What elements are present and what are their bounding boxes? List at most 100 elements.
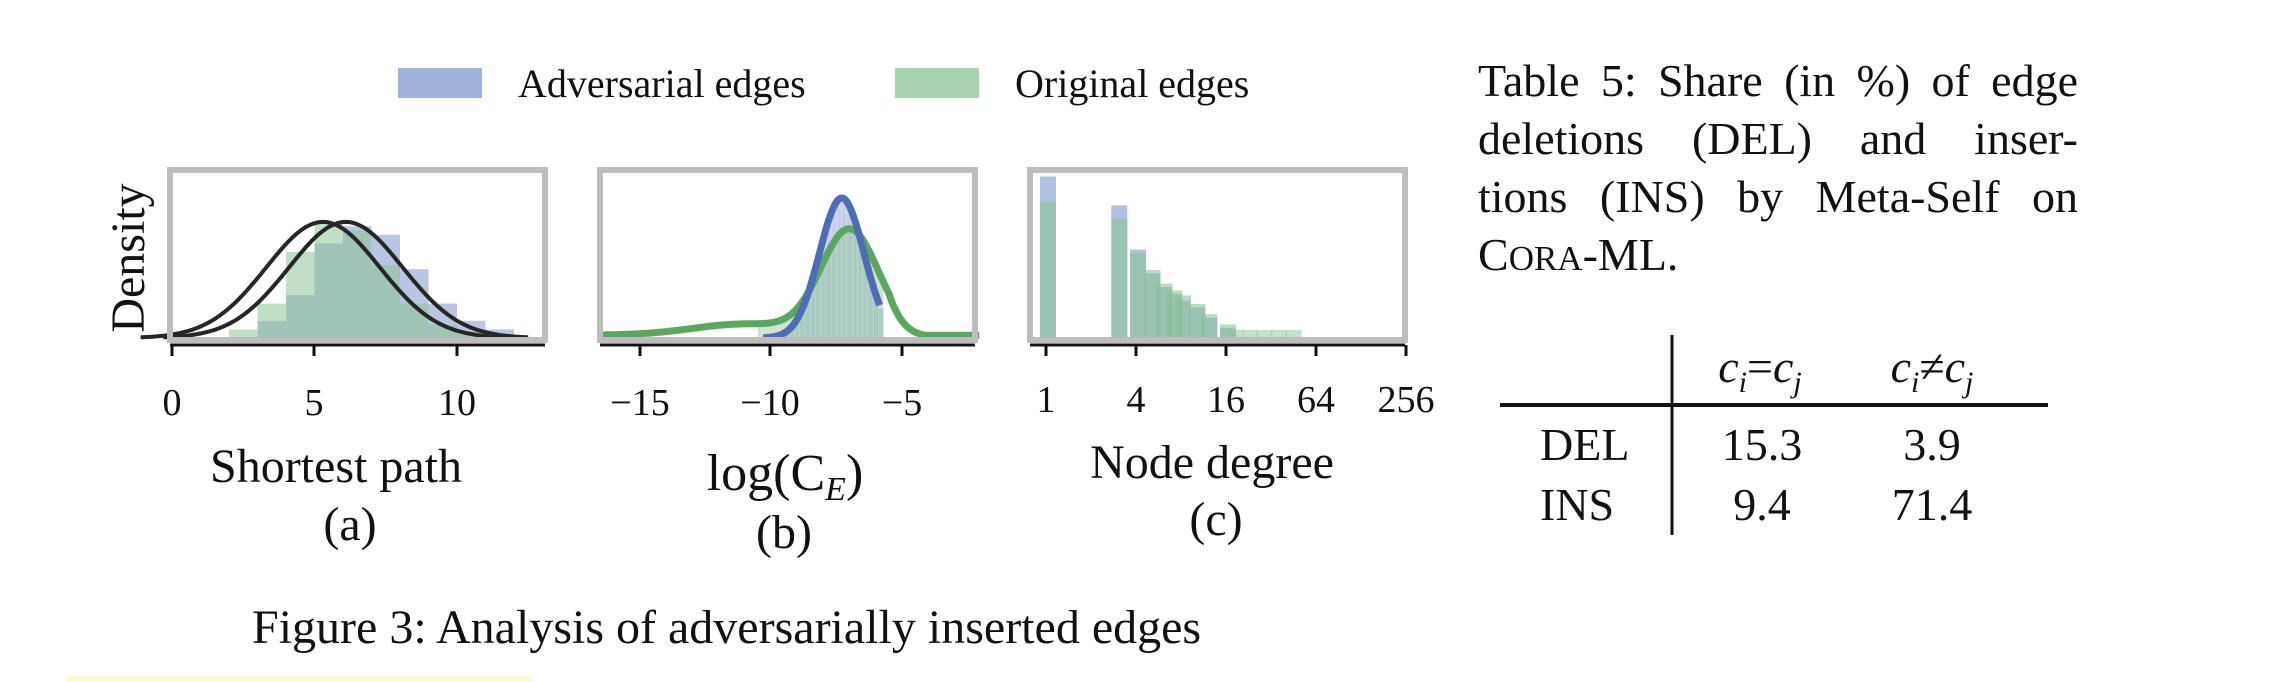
panel-b-bar <box>846 228 852 338</box>
panel-b-bar <box>763 323 769 338</box>
panel-c-tick-64: 64 <box>1297 379 1335 421</box>
panel-a-bars <box>229 221 514 338</box>
panel-c-sublabel: (c) <box>1189 493 1242 546</box>
panel-c-bar <box>1175 295 1191 338</box>
panel-b-bar <box>836 198 842 338</box>
panel-a-fit-original <box>140 219 506 340</box>
panel-a-sublabel: (a) <box>323 498 376 551</box>
panel-b-bar <box>846 206 852 338</box>
table-cell-del-neq: 3.9 <box>1903 419 1961 470</box>
panel-b-bar <box>778 320 784 338</box>
panel-b-bar <box>799 301 805 338</box>
panel-b: −15 −10 −5 log(CE) (b) <box>597 167 980 559</box>
panel-b-bar <box>789 326 795 338</box>
panel-c-bar <box>1201 314 1218 338</box>
panel-b-bar <box>757 323 763 338</box>
table-col-header-neq: ci≠cj <box>1891 341 1974 399</box>
panel-b-bar <box>852 220 858 338</box>
panel-b-kde-original <box>600 225 980 339</box>
panel-c-frame <box>1027 167 1408 343</box>
panel-c-bar <box>1040 202 1056 338</box>
panel-a-ticks <box>170 343 545 356</box>
panel-b-bar <box>867 277 873 338</box>
table-caption: Table 5: Share (in %) of edge deletions … <box>1478 52 2078 288</box>
panel-c: 1 4 16 64 256 Node degree (c) <box>1027 167 1435 546</box>
panel-b-bar <box>815 258 821 338</box>
panel-c-tick-256: 256 <box>1378 379 1435 421</box>
panel-c-bar <box>1111 219 1128 338</box>
table-cell-ins-neq: 71.4 <box>1892 479 1973 530</box>
panel-c-bar <box>1285 330 1302 338</box>
panel-a-bar <box>229 329 258 338</box>
panel-a-bar <box>314 221 343 338</box>
legend-swatch-original <box>895 68 979 98</box>
figure-3: Density 0 5 10 Shortest path (a) −15 −10… <box>102 167 1435 559</box>
panel-a-bar <box>257 303 286 338</box>
legend-label-adversarial: Adversarial edges <box>518 61 806 106</box>
panel-b-bar <box>810 277 816 338</box>
panel-c-tick-16: 16 <box>1207 379 1245 421</box>
panel-a-bar <box>343 230 372 338</box>
panel-b-bar <box>836 234 842 338</box>
panel-b-bar <box>878 308 884 338</box>
panel-b-bar <box>857 235 863 338</box>
panel-b-bar <box>852 230 858 338</box>
panel-b-bar <box>857 238 863 338</box>
panel-b-bar <box>768 322 774 338</box>
panel-b-bar <box>831 206 837 338</box>
panel-b-bar <box>831 242 837 338</box>
highlight-mark <box>66 676 532 682</box>
table-caption-line-2: deletions (DEL) and inser- <box>1478 113 2078 164</box>
panel-b-bar <box>873 294 879 338</box>
table-caption-line-4: CORA-ML. <box>1478 229 1679 280</box>
panel-a-bar <box>400 303 429 338</box>
panel-b-bar <box>799 308 805 338</box>
panel-b-bar <box>805 293 811 338</box>
panel-b-xlabel: log(CE) <box>707 445 864 508</box>
panel-b-bar <box>841 198 847 338</box>
table-col-header-eq: ci=cj <box>1718 341 1801 399</box>
panel-c-bar <box>1227 330 1244 338</box>
panel-b-bar <box>826 220 832 338</box>
panel-b-sublabel: (b) <box>756 506 812 559</box>
panel-a-tick-5: 5 <box>305 382 324 424</box>
panel-b-frame <box>597 167 978 343</box>
panel-c-tick-1: 1 <box>1037 379 1056 421</box>
panel-c-bar <box>1256 330 1273 338</box>
panel-b-bar <box>815 273 821 338</box>
panel-c-bars <box>1040 176 1302 338</box>
panel-b-tick-neg15: −15 <box>610 382 669 424</box>
panel-b-bar <box>805 294 811 338</box>
panel-b-bar <box>862 243 868 338</box>
legend-swatch-adversarial <box>398 68 482 98</box>
panel-b-tick-neg5: −5 <box>882 382 922 424</box>
legend-label-original: Original edges <box>1015 61 1250 106</box>
legend: Adversarial edges Original edges <box>398 60 1298 110</box>
panel-c-xlabel: Node degree <box>1090 436 1334 489</box>
y-axis-label: Density <box>102 183 155 332</box>
panel-b-bar <box>820 262 826 338</box>
panel-b-bar <box>841 230 847 338</box>
panel-a-tick-10: 10 <box>438 382 476 424</box>
panel-b-bar <box>867 253 873 338</box>
panel-b-tick-neg10: −10 <box>740 382 799 424</box>
table-row-label-del: DEL <box>1540 419 1629 470</box>
panel-b-bar <box>878 276 884 338</box>
table-caption-line-3: tions (INS) by Meta-Self on <box>1478 171 2078 222</box>
panel-b-bar <box>810 283 816 338</box>
figure-caption: Figure 3: Analysis of adversarially inse… <box>252 601 1202 654</box>
panel-a-frame <box>167 167 548 343</box>
panel-b-kde-adversarial <box>763 194 883 342</box>
panel-c-bar <box>1242 330 1259 338</box>
panel-b-bar <box>820 238 826 338</box>
table-cell-ins-eq: 9.4 <box>1733 479 1791 530</box>
panel-b-bar <box>862 258 868 338</box>
table-row-label-ins: INS <box>1540 479 1614 530</box>
panel-a-tick-0: 0 <box>163 382 182 424</box>
panel-a-xlabel: Shortest path <box>210 440 462 493</box>
table-5: ci=cj ci≠cj DEL 15.3 3.9 INS 9.4 71.4 <box>1500 335 2048 535</box>
panel-b-bar <box>773 321 779 338</box>
table-caption-line-1: Table 5: Share (in %) of edge <box>1478 55 2078 106</box>
panel-c-bar <box>1271 330 1288 338</box>
panel-c-bar <box>1130 253 1146 338</box>
